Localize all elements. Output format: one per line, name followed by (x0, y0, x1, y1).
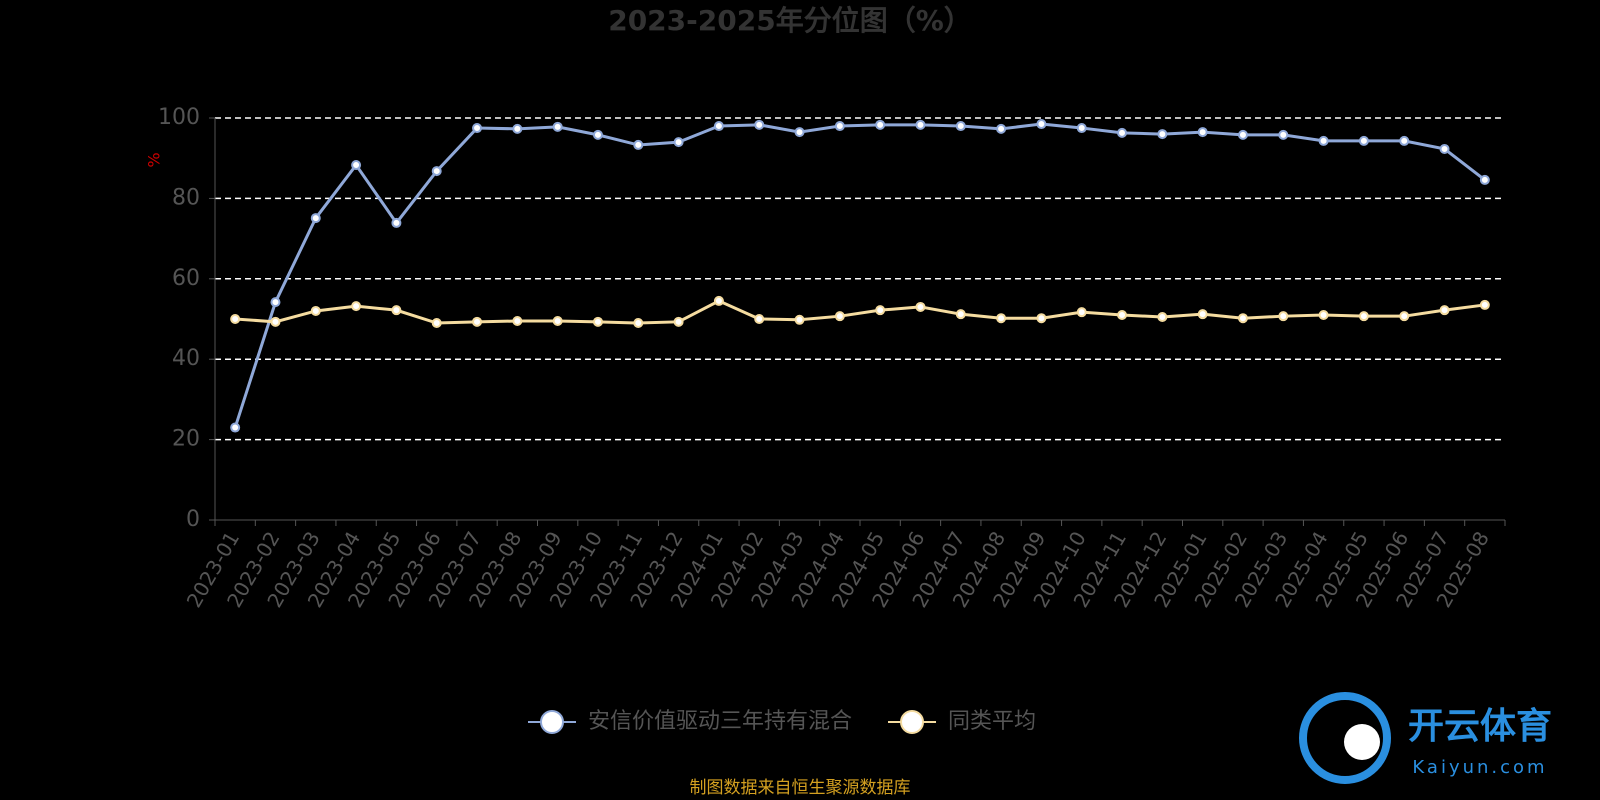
y-tick-label: 0 (186, 507, 200, 532)
y-tick-label: 80 (172, 185, 200, 210)
data-point (351, 160, 362, 171)
series-line (233, 122, 1486, 428)
data-point (1278, 311, 1289, 322)
data-point (1439, 143, 1450, 154)
data-point (552, 121, 563, 132)
y-tick-label: 20 (172, 427, 200, 452)
data-point (472, 123, 483, 134)
data-point (1076, 307, 1087, 318)
legend-marker (900, 710, 925, 734)
legend: 安信价值驱动三年持有混合 同类平均 (528, 709, 1036, 734)
data-point (673, 316, 684, 327)
source-note: 制图数据来自恒生聚源数据库 (690, 778, 911, 798)
data-point (875, 119, 886, 130)
data-point (391, 217, 402, 228)
data-point (996, 313, 1007, 324)
data-point (1399, 311, 1410, 322)
data-point (754, 314, 765, 324)
data-point (1197, 127, 1208, 138)
watermark-logo (1299, 692, 1391, 784)
data-point (834, 121, 845, 132)
data-point (794, 127, 805, 138)
data-point (834, 311, 845, 322)
chart-title: 2023-2025年分位图（%） (608, 4, 972, 37)
data-point (1318, 135, 1329, 146)
data-point (512, 316, 523, 327)
data-point (915, 301, 926, 312)
data-point (391, 305, 402, 316)
legend-label: 安信价值驱动三年持有混合 (588, 709, 852, 734)
data-point (310, 213, 321, 224)
y-axis-label: % (145, 152, 164, 167)
data-point (1278, 129, 1289, 140)
data-point (552, 316, 563, 327)
data-point (1036, 119, 1047, 130)
data-point (915, 119, 926, 130)
data-point (673, 137, 684, 148)
y-tick-label: 40 (172, 346, 200, 371)
data-point (713, 121, 724, 132)
data-point (230, 314, 241, 324)
data-point (875, 305, 886, 316)
watermark: 开云体育 Kaiyun.com (1299, 692, 1552, 784)
data-point (1036, 313, 1047, 324)
data-point (633, 318, 644, 329)
data-point (955, 121, 966, 132)
data-point (1157, 129, 1168, 140)
data-point (512, 123, 523, 134)
data-point (713, 295, 724, 306)
data-point (1117, 309, 1128, 320)
data-point (794, 314, 805, 325)
data-point (592, 129, 603, 140)
y-tick-label: 100 (158, 105, 200, 130)
data-point (996, 123, 1007, 134)
watermark-ball (1344, 724, 1380, 760)
data-point (1399, 135, 1410, 146)
data-point (1479, 299, 1490, 310)
data-point (754, 119, 765, 130)
data-point (472, 316, 483, 327)
data-point (351, 301, 362, 312)
data-point (633, 139, 644, 150)
data-point (270, 316, 281, 327)
data-point (431, 318, 442, 329)
data-point (230, 422, 241, 433)
data-point (1237, 129, 1248, 140)
data-point (270, 297, 281, 308)
data-point (1076, 123, 1087, 134)
data-point (310, 305, 321, 316)
data-point (1157, 311, 1168, 322)
y-tick-label: 60 (172, 266, 200, 291)
data-point (592, 316, 603, 327)
data-point (431, 166, 442, 177)
watermark-site: Kaiyun.com (1412, 757, 1547, 778)
data-point (1318, 309, 1329, 320)
data-point (1358, 311, 1369, 322)
data-point (1358, 135, 1369, 146)
data-point (1197, 309, 1208, 320)
series-line (235, 299, 1486, 325)
data-point (955, 309, 966, 320)
data-point (1439, 305, 1450, 316)
data-point (1117, 127, 1128, 138)
watermark-brand: 开云体育 (1408, 706, 1552, 747)
legend-label: 同类平均 (948, 709, 1036, 734)
legend-marker (540, 710, 564, 734)
data-point (1479, 174, 1490, 185)
data-point (1237, 313, 1248, 324)
